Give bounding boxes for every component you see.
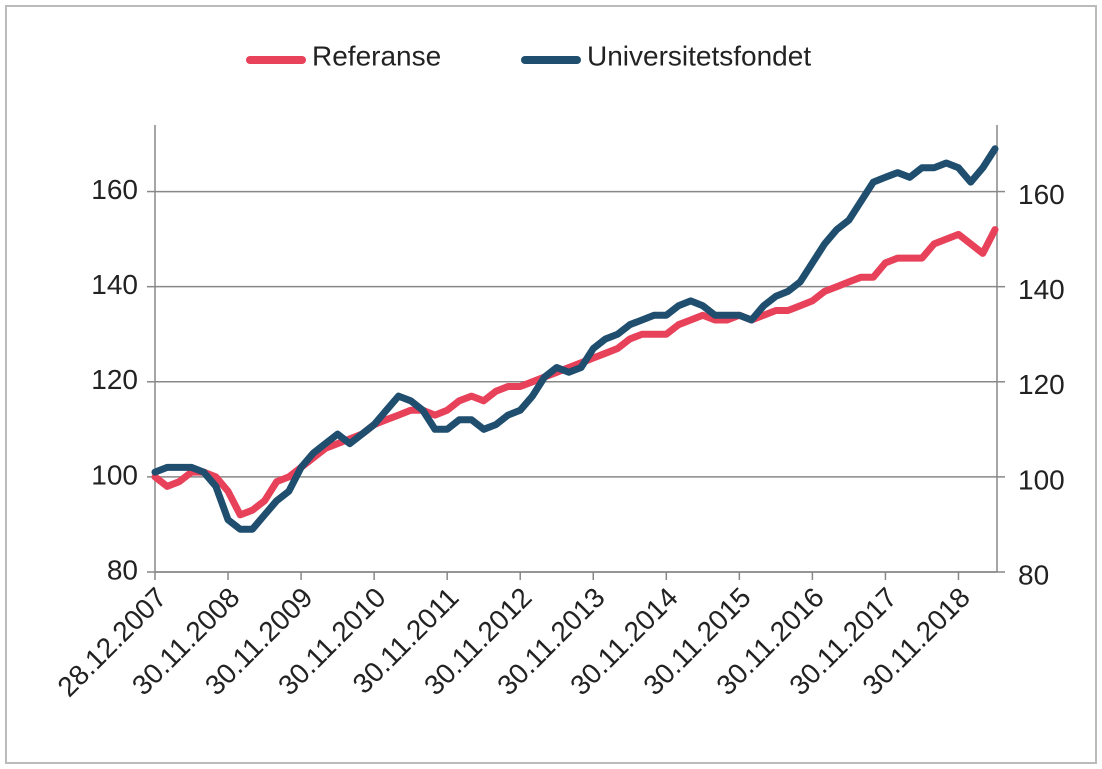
y-tick-label: 120 [91,364,138,395]
y-tick-label: 140 [91,269,138,300]
legend-label: Referanse [312,40,441,71]
y-tick-label: 100 [91,459,138,490]
y2-tick-label: 140 [1018,274,1065,305]
y2-tick-label: 160 [1018,179,1065,210]
chart-frame [5,5,1097,764]
y2-tick-label: 100 [1018,464,1065,495]
y-tick-label: 160 [91,174,138,205]
y2-tick-label: 80 [1018,559,1049,590]
series-line [151,145,999,533]
y2-tick-label: 120 [1018,369,1065,400]
y-tick-label: 80 [107,554,138,585]
legend-label: Universitetsfondet [587,40,811,71]
